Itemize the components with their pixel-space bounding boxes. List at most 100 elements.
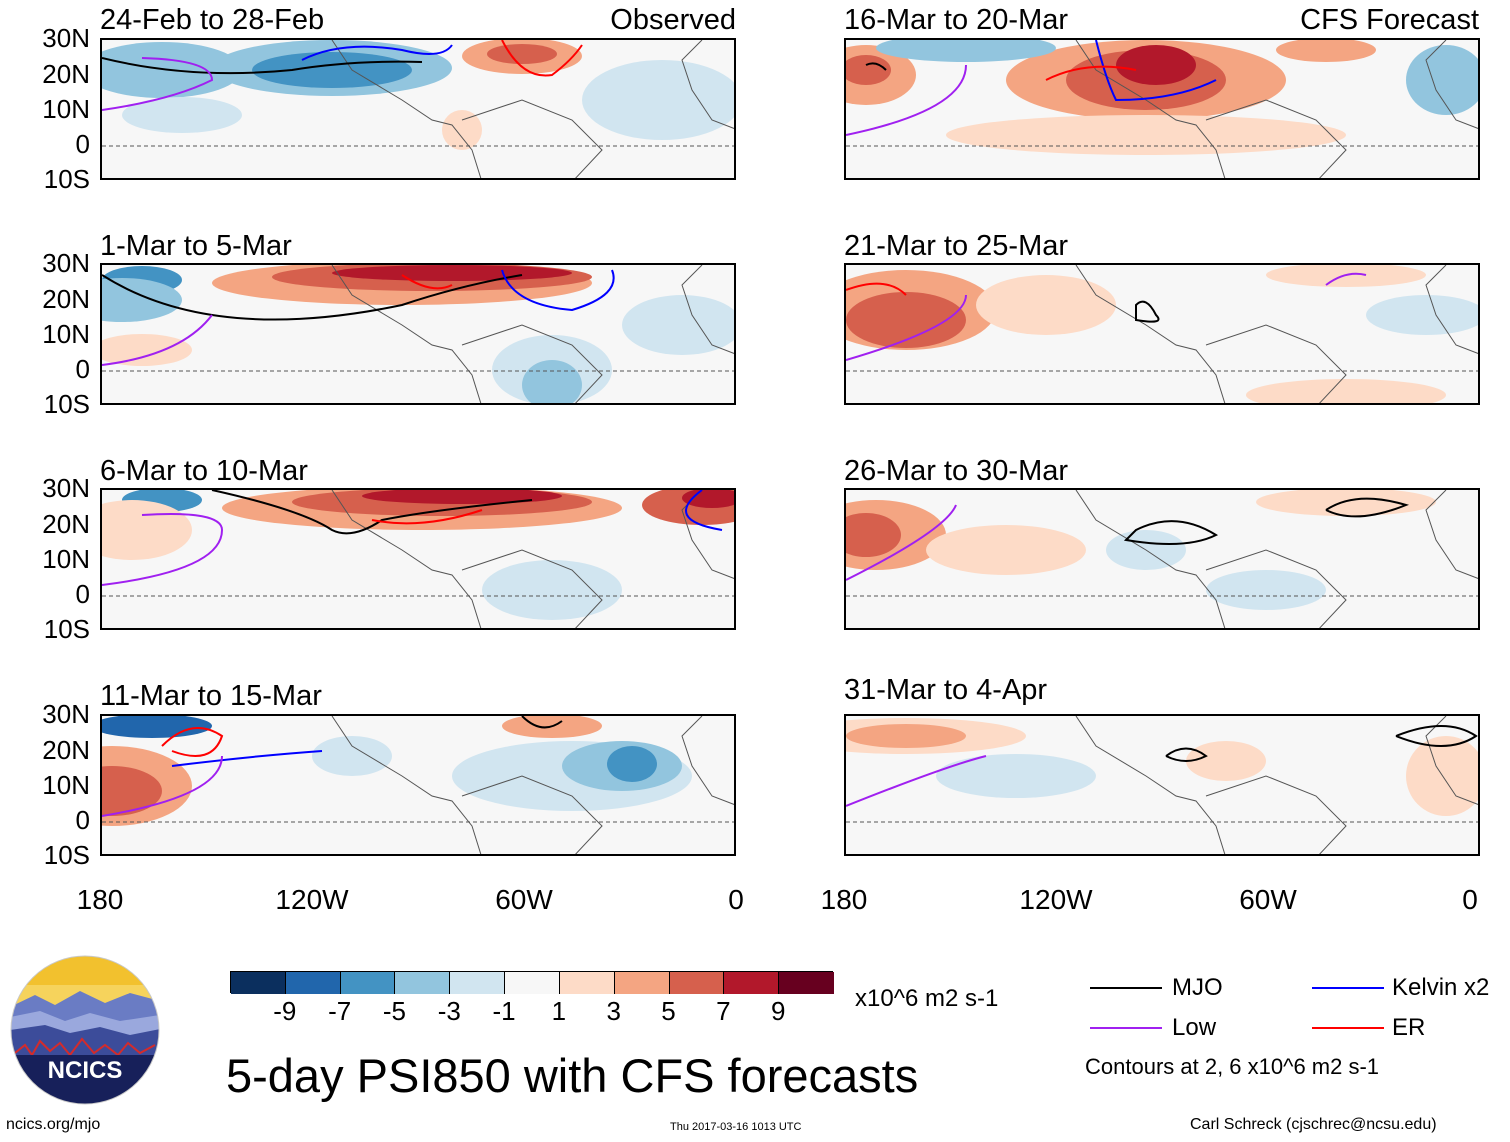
website-link[interactable]: ncics.org/mjo xyxy=(6,1116,101,1133)
map-canvas-1 xyxy=(102,40,734,178)
anomaly-shading xyxy=(487,44,557,64)
anomaly-shading xyxy=(102,500,192,560)
coastline xyxy=(681,716,734,805)
legend-low-label: Low xyxy=(1172,1014,1217,1041)
anomaly-shading xyxy=(976,275,1116,335)
x-tick: 0 xyxy=(1462,884,1478,915)
panel-title-2: 1-Mar to 5-Mar xyxy=(100,230,292,262)
anomaly-shading xyxy=(1406,45,1478,115)
coastline xyxy=(461,775,603,854)
anomaly-shading xyxy=(122,97,242,133)
colorbar-cell xyxy=(395,972,451,994)
anomaly-shading xyxy=(332,265,572,281)
coastline xyxy=(331,490,482,628)
colorbar-tick-label: 9 xyxy=(770,996,786,1026)
timestamp: Thu 2017-03-16 1013 UTC xyxy=(670,1121,802,1133)
wave-contour xyxy=(846,504,957,581)
anomaly-shading xyxy=(876,40,1056,62)
anomaly-shading xyxy=(1276,40,1376,62)
y-tick: 30N xyxy=(42,23,90,53)
wave-contour xyxy=(102,513,224,586)
y-tick: 10S xyxy=(43,164,90,194)
y-tick: 0 xyxy=(75,354,90,384)
coastline xyxy=(331,40,482,178)
colorbar-cell xyxy=(614,972,670,994)
y-tick: 30N xyxy=(42,248,90,278)
coastline xyxy=(1075,265,1226,403)
x-tick: 180 xyxy=(820,884,868,915)
wave-contour xyxy=(102,274,523,321)
coastline xyxy=(1205,549,1347,628)
y-tick: 10N xyxy=(42,544,90,574)
wave-contour xyxy=(1123,520,1219,545)
wave-contour xyxy=(1045,65,1137,81)
coastline xyxy=(681,265,734,354)
anomaly-shading xyxy=(936,754,1096,798)
wave-contour xyxy=(1325,497,1410,518)
coastline xyxy=(461,324,603,403)
credit: Carl Schreck (cjschrec@ncsu.edu) xyxy=(1190,1116,1437,1133)
anomaly-shading xyxy=(1206,570,1326,610)
legend-low-line xyxy=(1090,1027,1162,1029)
anomaly-shading xyxy=(846,55,891,85)
colorbar-cell xyxy=(669,972,725,994)
coastline xyxy=(461,99,603,178)
wave-contour xyxy=(102,314,213,366)
wave-contour xyxy=(401,274,453,290)
anomaly-shading xyxy=(582,60,734,140)
legend-er-line xyxy=(1312,1027,1384,1029)
panel-title-5: 16-Mar to 20-Mar xyxy=(844,4,1069,36)
colorbar xyxy=(230,971,834,994)
x-tick: 60W xyxy=(495,884,553,915)
x-tick: 180 xyxy=(76,884,124,915)
wave-contour xyxy=(211,490,533,535)
map-canvas-2 xyxy=(102,265,734,403)
colorbar-tick-label: 5 xyxy=(661,996,676,1026)
coastline xyxy=(1425,265,1478,354)
wave-contour xyxy=(1135,300,1160,323)
coastline xyxy=(1075,40,1226,178)
map-panel-1 xyxy=(100,38,736,180)
wave-contour xyxy=(371,509,483,525)
y-tick: 20N xyxy=(42,59,90,89)
anomaly-shading xyxy=(622,295,734,355)
colorbar-tick-label: -3 xyxy=(437,996,461,1026)
figure-title: 5-day PSI850 with CFS forecasts xyxy=(226,1049,919,1102)
anomaly-shading xyxy=(1406,736,1478,816)
y-tick: 30N xyxy=(42,473,90,503)
colorbar-ticks: -9 -7 -5 -3 -1 1 3 5 7 9 xyxy=(230,998,833,1028)
coastline xyxy=(1425,716,1478,805)
logo-text: NCICS xyxy=(48,1057,123,1084)
wave-contour xyxy=(501,40,583,77)
wave-contour xyxy=(521,716,563,729)
anomaly-shading xyxy=(102,278,182,322)
anomaly-shading xyxy=(1246,379,1446,403)
anomaly-shading xyxy=(846,513,901,557)
anomaly-shading xyxy=(362,490,562,504)
anomaly-shading xyxy=(102,716,212,738)
legend-note: Contours at 2, 6 x10^6 m2 s-1 xyxy=(1085,1054,1380,1079)
coastline xyxy=(1205,775,1347,854)
legend-mjo-label: MJO xyxy=(1172,974,1223,1001)
wave-contour xyxy=(685,490,723,531)
map-canvas-3 xyxy=(102,490,734,628)
x-tick: 120W xyxy=(275,884,349,915)
anomaly-shading xyxy=(846,292,966,348)
anomaly-shading xyxy=(926,525,1086,575)
x-tick: 60W xyxy=(1239,884,1297,915)
legend-mjo-line xyxy=(1090,987,1162,989)
coastline xyxy=(331,265,482,403)
wave-contour xyxy=(865,62,887,71)
anomaly-shading xyxy=(1116,45,1196,85)
anomaly-shading xyxy=(102,766,162,816)
coastline xyxy=(1425,490,1478,579)
coastline xyxy=(1205,99,1347,178)
anomaly-shading xyxy=(946,115,1346,155)
legend-kelvin-line xyxy=(1312,987,1384,989)
colorbar-tick-label: -7 xyxy=(328,996,352,1026)
colorbar-tick-label: -1 xyxy=(492,996,516,1026)
map-canvas-7 xyxy=(846,490,1478,628)
y-tick: 20N xyxy=(42,509,90,539)
wave-contour xyxy=(301,44,453,61)
colorbar-tick-label: 3 xyxy=(606,996,621,1026)
